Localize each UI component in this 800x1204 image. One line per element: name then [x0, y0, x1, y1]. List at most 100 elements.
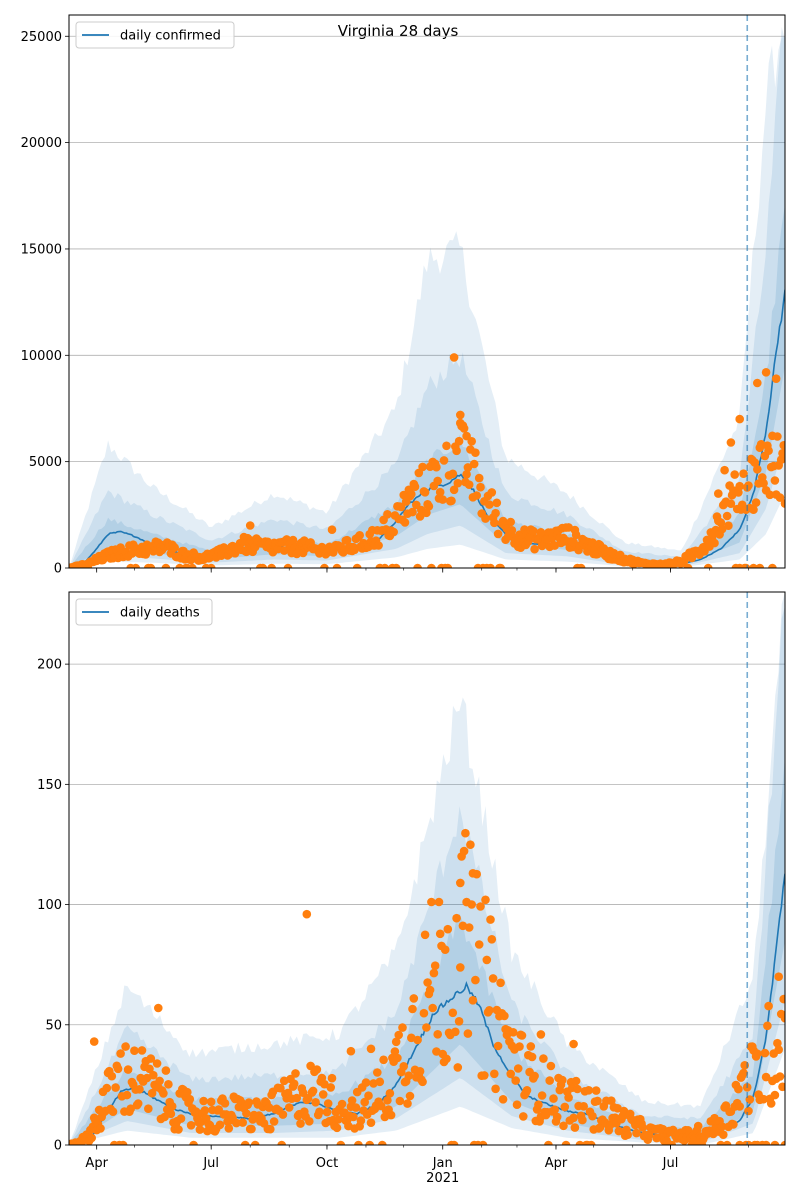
- observed-point: [176, 1114, 186, 1123]
- x-tick-label: Jan: [432, 1156, 453, 1171]
- observed-point: [780, 1013, 785, 1023]
- observed-point: [200, 1106, 210, 1115]
- observed-point: [545, 1076, 554, 1085]
- observed-point: [775, 493, 785, 502]
- observed-point: [332, 1123, 342, 1133]
- observed-point: [720, 465, 729, 475]
- observed-point: [739, 469, 748, 479]
- observed-point: [390, 1047, 400, 1056]
- observed-point: [155, 1076, 164, 1086]
- observed-point: [352, 563, 362, 568]
- observed-point: [238, 1118, 247, 1127]
- observed-point: [507, 526, 517, 535]
- observed-point: [614, 1126, 624, 1136]
- observed-point: [778, 1082, 785, 1092]
- observed-point: [579, 1102, 588, 1111]
- observed-point: [440, 945, 450, 954]
- observed-point: [386, 1110, 396, 1120]
- observed-point: [435, 487, 445, 497]
- y-tick-label: 200: [37, 658, 62, 673]
- observed-point: [459, 424, 469, 433]
- observed-point: [683, 563, 693, 568]
- observed-point: [744, 1106, 753, 1116]
- observed-point: [152, 1059, 162, 1068]
- observed-point: [394, 1030, 404, 1040]
- observed-point: [487, 488, 497, 497]
- observed-point: [374, 541, 383, 550]
- observed-point: [471, 975, 480, 985]
- observed-point: [131, 563, 140, 568]
- x-tick-label: Apr: [85, 1156, 108, 1171]
- observed-point: [347, 1096, 357, 1105]
- observed-point: [667, 1140, 676, 1145]
- observed-point: [366, 1044, 376, 1054]
- observed-point: [189, 1140, 198, 1145]
- observed-point: [485, 1006, 494, 1015]
- observed-point: [766, 1099, 776, 1108]
- observed-point: [383, 510, 392, 519]
- observed-point: [717, 1122, 727, 1131]
- y-tick-label: 25000: [21, 30, 62, 45]
- observed-point: [415, 512, 425, 521]
- y-tick-label: 0: [54, 1139, 62, 1154]
- observed-point: [481, 895, 490, 905]
- observed-point: [448, 1008, 458, 1018]
- observed-point: [550, 1105, 559, 1114]
- observed-point: [761, 368, 771, 377]
- observed-point: [500, 1011, 509, 1021]
- observed-point: [135, 1085, 144, 1094]
- observed-point: [108, 1107, 118, 1116]
- observed-point: [513, 1064, 523, 1073]
- observed-point: [291, 1069, 300, 1078]
- observed-point: [753, 1140, 762, 1145]
- observed-point: [289, 1079, 299, 1089]
- observed-point: [423, 978, 432, 987]
- observed-point: [569, 1113, 578, 1123]
- x-tick-label: Oct: [316, 1156, 338, 1171]
- observed-point: [442, 1054, 451, 1064]
- observed-point: [573, 1084, 582, 1094]
- observed-point: [146, 563, 156, 568]
- observed-point: [395, 1096, 405, 1106]
- observed-point: [491, 1084, 500, 1094]
- observed-point: [537, 1091, 547, 1100]
- observed-point: [607, 1096, 616, 1105]
- observed-point: [276, 1083, 285, 1093]
- observed-point: [506, 1069, 515, 1079]
- observed-point: [161, 563, 171, 568]
- observed-point: [734, 1084, 743, 1094]
- observed-point: [481, 514, 490, 523]
- observed-point: [327, 1073, 337, 1083]
- observed-point: [145, 1064, 154, 1074]
- observed-point: [320, 563, 329, 568]
- observed-point: [488, 974, 498, 983]
- observed-point: [419, 1008, 429, 1018]
- observed-point: [422, 508, 431, 518]
- observed-point: [461, 828, 470, 838]
- observed-point: [391, 1037, 401, 1047]
- observed-point: [693, 1121, 703, 1131]
- uncertainty-band-outer: [69, 36, 785, 568]
- plot-area: [69, 26, 785, 568]
- observed-point: [447, 496, 456, 506]
- observed-point: [161, 1066, 171, 1075]
- observed-point: [383, 1096, 392, 1105]
- observed-point: [753, 1049, 762, 1058]
- observed-point: [493, 1041, 503, 1051]
- observed-point: [438, 495, 448, 504]
- observed-point: [453, 478, 463, 488]
- observed-point: [560, 1102, 570, 1112]
- observed-point: [716, 518, 726, 527]
- observed-point: [442, 441, 451, 451]
- observed-point: [780, 499, 785, 508]
- observed-point: [530, 544, 539, 554]
- observed-point: [385, 1089, 395, 1098]
- observed-point: [774, 972, 783, 981]
- observed-point: [456, 878, 465, 888]
- observed-point: [469, 459, 479, 469]
- observed-point: [768, 563, 777, 568]
- observed-point: [118, 1140, 128, 1145]
- observed-point: [113, 1064, 123, 1074]
- observed-point: [355, 531, 365, 540]
- observed-point: [482, 955, 492, 965]
